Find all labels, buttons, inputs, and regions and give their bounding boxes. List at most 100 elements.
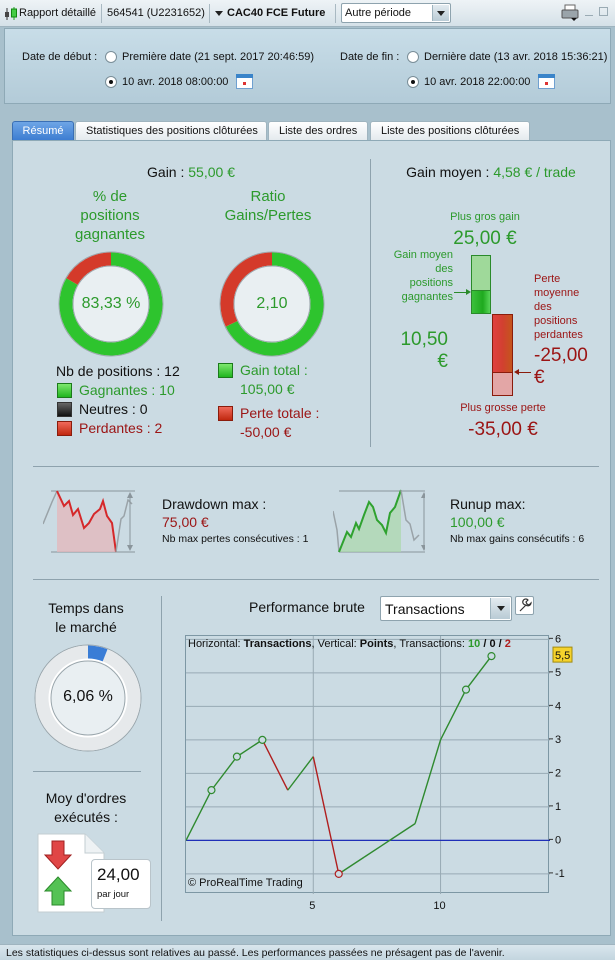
- drawdown-sparkline: [43, 490, 135, 553]
- drawdown-title: Drawdown max :: [162, 496, 267, 512]
- end-custom-radio[interactable]: [407, 76, 419, 88]
- account-label[interactable]: 564541 (U2231652): [107, 7, 205, 19]
- series-segment: [287, 756, 314, 791]
- donut-segment-gains: [225, 252, 324, 356]
- winners-swatch: [57, 383, 72, 398]
- divider: [33, 771, 141, 772]
- orders-value: 24,00: [97, 865, 140, 884]
- toolbar: Rapport détaillé 564541 (U2231652) CAC40…: [0, 0, 615, 27]
- orders-unit: par jour: [97, 889, 130, 900]
- avg-loss-value-number: -25,00: [534, 345, 588, 366]
- period-select-value: Autre période: [345, 7, 412, 19]
- tab-resume[interactable]: Résumé: [12, 121, 74, 141]
- maximize-icon[interactable]: [599, 7, 608, 16]
- separator: [335, 4, 336, 23]
- disclaimer-footer: Les statistiques ci-dessus sont relative…: [0, 944, 615, 960]
- loss-total-swatch: [218, 406, 233, 421]
- win-pct-title-line: positions: [80, 207, 140, 224]
- biggest-gain-label: Plus gros gain: [450, 211, 520, 223]
- performance-chart-axes: -1 0 1 2 3 4 5 6 5 10 5,5: [309, 635, 573, 912]
- avg-win-value-unit: €: [437, 351, 448, 372]
- period-select-arrow[interactable]: [432, 5, 449, 21]
- calendar-icon[interactable]: [538, 74, 555, 89]
- orders-title: Moy d'ordres exécutés :: [23, 789, 149, 827]
- data-point: [232, 752, 242, 761]
- gain-total-swatch: [218, 363, 233, 378]
- divider: [370, 159, 371, 447]
- tab-orders-list[interactable]: Liste des ordres: [268, 121, 368, 140]
- ratio-title-line: Gains/Pertes: [224, 207, 312, 224]
- end-custom-date[interactable]: 10 avr. 2018 22:00:00: [424, 76, 531, 88]
- loss-total-label: Perte totale :: [240, 405, 320, 421]
- orders-value-box: 24,00 par jour: [91, 859, 151, 909]
- date-range-panel: Date de début : Première date (21 sept. …: [4, 28, 611, 104]
- series-segment: [312, 756, 340, 875]
- data-point: [461, 685, 471, 694]
- report-label: Rapport détaillé: [19, 7, 97, 19]
- start-first-label[interactable]: Première date (21 sept. 2017 20:46:59): [122, 51, 315, 63]
- time-in-market-value: 6,06 %: [63, 688, 113, 705]
- avg-win-label-line: des: [435, 263, 453, 275]
- losers-swatch: [57, 421, 72, 436]
- candlestick-icon: [5, 7, 17, 20]
- data-point: [207, 786, 216, 795]
- performance-mode-select[interactable]: Transactions: [380, 596, 512, 621]
- gain-total-value: 105,00 €: [240, 381, 295, 397]
- last-value-label: 5,5: [555, 650, 570, 662]
- performance-mode-arrow[interactable]: [490, 598, 510, 619]
- y-tick-label: 1: [555, 801, 561, 813]
- series-segment: [389, 823, 416, 841]
- period-select[interactable]: Autre période: [341, 3, 451, 23]
- chart-info-horizontal: Transactions: [243, 638, 312, 650]
- win-pct-title: % de positions gagnantes: [45, 187, 175, 244]
- y-tick-label: 4: [555, 700, 561, 712]
- printer-icon[interactable]: [560, 4, 580, 22]
- separator: [101, 4, 102, 23]
- end-last-label[interactable]: Dernière date (13 avr. 2018 15:36:21): [424, 51, 608, 63]
- runup-sparkline: [333, 489, 425, 553]
- gain-value: 55,00 €: [188, 164, 235, 180]
- performance-mode-value: Transactions: [385, 601, 465, 617]
- summary-panel: Gain : 55,00 € % de positions gagnantes …: [12, 140, 611, 936]
- win-pct-title-line: gagnantes: [74, 226, 146, 243]
- minimize-icon[interactable]: [585, 15, 593, 16]
- tab-closed-positions-list[interactable]: Liste des positions clôturées: [370, 121, 530, 140]
- time-in-market-title: Temps dans le marché: [23, 599, 149, 637]
- ratio-value: 2,10: [256, 295, 288, 312]
- donut-segment-time: [87, 645, 108, 662]
- gain-summary: Gain : 55,00 €: [147, 164, 235, 180]
- avg-win-value: 10,50 €: [388, 329, 448, 373]
- avg-loss-label-line: Perte: [534, 273, 561, 285]
- biggest-gain-value: 25,00 €: [453, 228, 517, 249]
- performance-settings-button[interactable]: [515, 596, 534, 615]
- y-tick-label: 0: [555, 834, 561, 846]
- ratio-title: Ratio Gains/Pertes: [203, 187, 333, 225]
- avg-loss-label-line: positions: [534, 315, 578, 327]
- avg-gain-label: Gain moyen: [406, 164, 482, 180]
- avg-loss-value: -25,00 €: [534, 345, 588, 389]
- calendar-icon[interactable]: [236, 74, 253, 89]
- chart-info-text: , Vertical:: [311, 638, 360, 650]
- x-tick-label: 10: [433, 900, 445, 912]
- avg-loss-label-line: des: [534, 301, 552, 313]
- start-custom-radio[interactable]: [105, 76, 117, 88]
- x-tick-label: 5: [309, 900, 315, 912]
- instrument-selector[interactable]: CAC40 FCE Future: [215, 7, 325, 19]
- runup-title: Runup max:: [450, 496, 526, 512]
- gain-total-label: Gain total :: [240, 362, 308, 378]
- chart-info-separator: /: [480, 638, 490, 650]
- data-point: [334, 869, 343, 878]
- end-last-radio[interactable]: [407, 51, 419, 63]
- end-date-label: Date de fin :: [340, 51, 400, 63]
- chart-copyright: © ProRealTime Trading: [188, 877, 303, 889]
- biggest-loss-value: -35,00 €: [468, 419, 538, 440]
- wrench-icon: [519, 598, 532, 612]
- time-in-market-title-line: Temps dans: [48, 600, 124, 616]
- start-first-radio[interactable]: [105, 51, 117, 63]
- chart-info-text: , Transactions:: [393, 638, 469, 650]
- series-segment: [414, 739, 442, 824]
- chart-info-separator: /: [495, 638, 505, 650]
- tab-closed-positions-stats[interactable]: Statistiques des positions clôturées: [75, 121, 267, 140]
- start-custom-date[interactable]: 10 avr. 2018 08:00:00: [122, 76, 229, 88]
- avg-loss-arrow: [516, 372, 531, 373]
